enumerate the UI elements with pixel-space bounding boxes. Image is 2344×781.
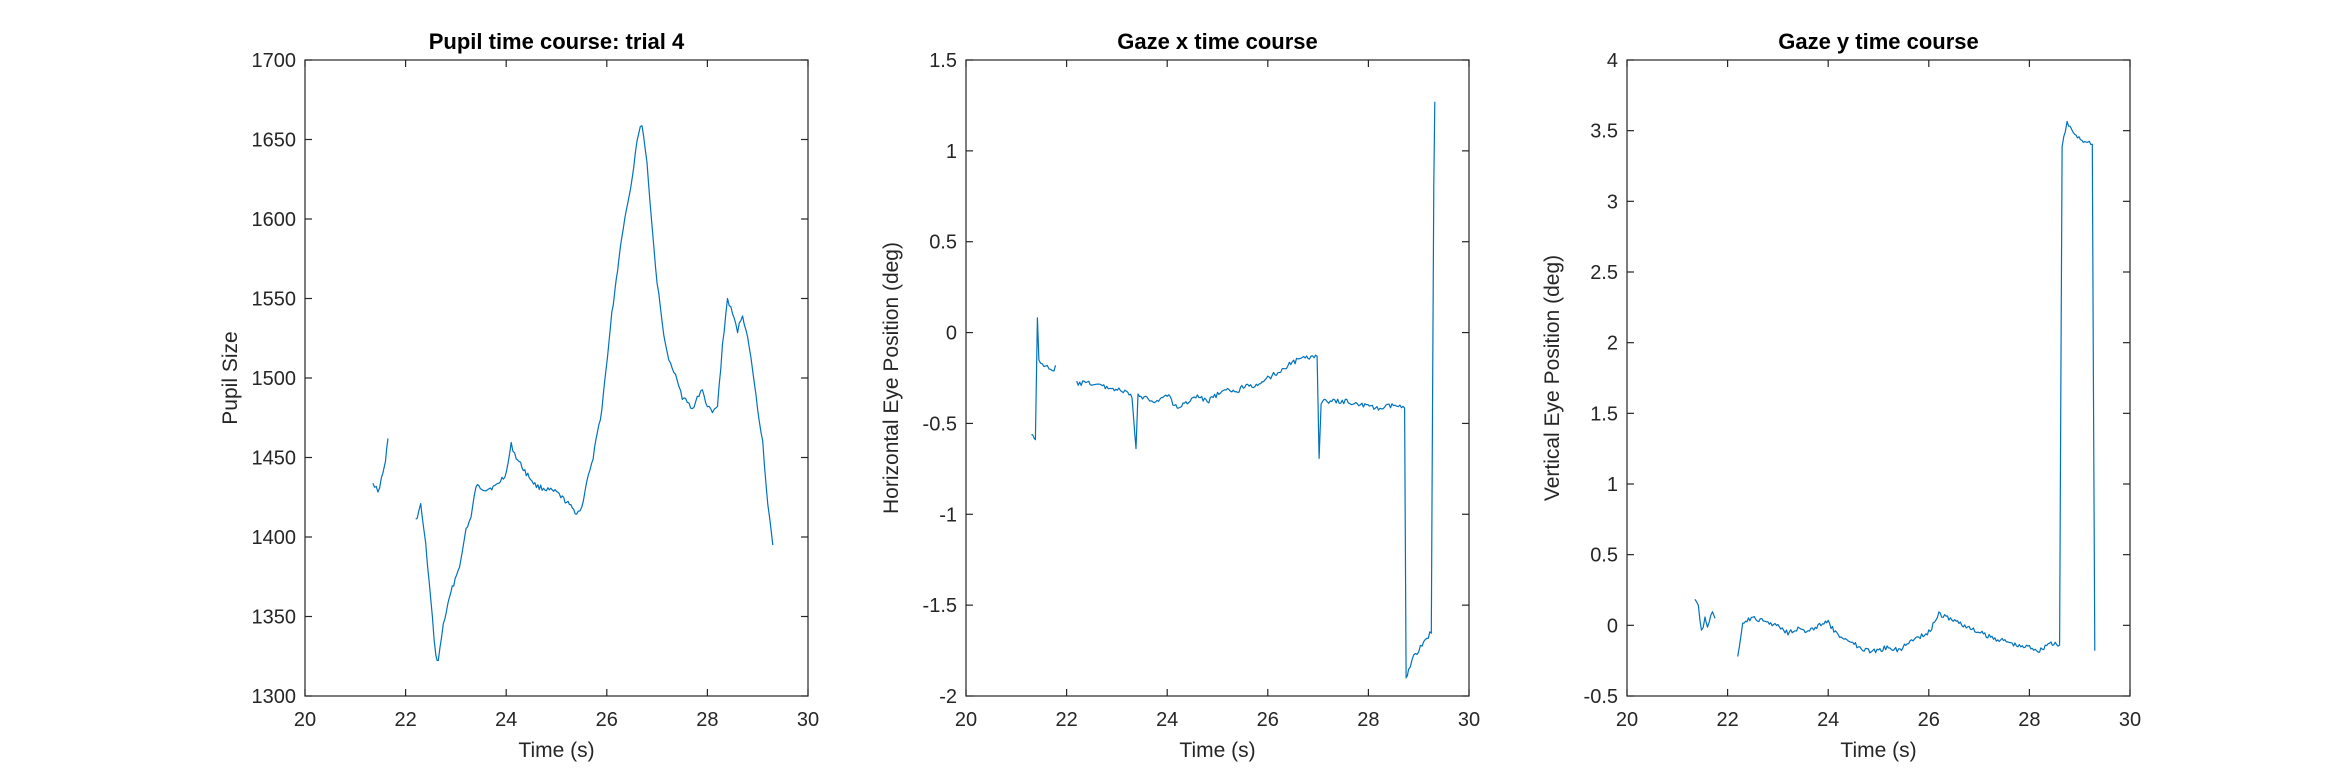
gaze-y-x-axis-label: Time (s): [1840, 739, 1916, 762]
gaze-x-x-tick-label: 30: [1458, 709, 1480, 731]
pupil-y-tick-label: 1600: [252, 209, 297, 231]
gaze-x-x-tick-label: 26: [1257, 709, 1279, 731]
pupil-y-tick-label: 1350: [252, 607, 297, 629]
gaze-y-x-tick-label: 28: [2018, 709, 2040, 731]
gaze-x-y-axis-label: Horizontal Eye Position (deg): [880, 242, 903, 514]
gaze-y-y-tick-label: 0: [1607, 615, 1618, 637]
gaze-y-series-line: [1737, 120, 2096, 657]
gaze-x-x-tick-label: 20: [955, 709, 977, 731]
pupil-y-axis-label: Pupil Size: [219, 331, 242, 424]
gaze-y-chart-title: Gaze y time course: [1778, 29, 1979, 54]
pupil-chart-title: Pupil time course: trial 4: [429, 29, 685, 54]
gaze-y-panel: 20 22 24 26 28 30 -0.5 0 0.5 1 1.5 2 2.5 3 3.5 4 Gaze y …: [1541, 29, 2141, 762]
gaze-x-y-tick-label: 0: [946, 323, 957, 345]
pupil-x-tick-label: 24: [495, 709, 517, 731]
gaze-y-y-tick-label: 1.5: [1590, 403, 1618, 425]
pupil-x-tick-label: 28: [696, 709, 718, 731]
gaze-y-axes-box: [1626, 59, 2131, 697]
pupil-axes-box: [304, 59, 809, 697]
gaze-x-x-tick-label: 24: [1156, 709, 1178, 731]
gaze-y-y-tick-label: 3: [1607, 191, 1618, 213]
pupil-x-tick-label: 26: [596, 709, 618, 731]
gaze-x-y-tick-label: -0.5: [923, 413, 957, 435]
pupil-x-axis-label: Time (s): [518, 739, 594, 762]
gaze-y-y-tick-label: 1: [1607, 474, 1618, 496]
gaze-y-x-tick-label: 26: [1918, 709, 1940, 731]
gaze-x-x-axis-label: Time (s): [1179, 739, 1255, 762]
gaze-y-y-tick-label: 2: [1607, 333, 1618, 355]
gaze-x-y-tick-label: -1: [939, 504, 957, 526]
gaze-y-x-tick-label: 24: [1817, 709, 1839, 731]
gaze-x-series-line: [1076, 101, 1436, 679]
pupil-x-tick-label: 20: [294, 709, 316, 731]
gaze-x-chart-title: Gaze x time course: [1117, 29, 1318, 54]
pupil-x-tick-label: 30: [797, 709, 819, 731]
gaze-y-series-line: [1694, 598, 1716, 631]
pupil-series-line: [372, 438, 389, 493]
gaze-y-x-tick-label: 30: [2119, 709, 2141, 731]
gaze-y-y-tick-label: 3.5: [1590, 121, 1618, 143]
pupil-y-tick-label: 1500: [252, 368, 297, 390]
pupil-x-tick-label: 22: [394, 709, 416, 731]
pupil-y-tick-label: 1650: [252, 130, 297, 152]
pupil-y-tick-label: 1550: [252, 289, 297, 311]
gaze-x-y-tick-label: -1.5: [923, 595, 957, 617]
pupil-series-line: [415, 125, 774, 662]
gaze-x-y-tick-label: 1: [946, 141, 957, 163]
gaze-y-y-axis-label: Vertical Eye Position (deg): [1541, 255, 1564, 501]
gaze-x-y-tick-label: -2: [939, 686, 957, 708]
gaze-x-axes-box: [965, 59, 1470, 697]
gaze-y-x-tick-label: 20: [1616, 709, 1638, 731]
gaze-y-x-tick-label: 22: [1716, 709, 1738, 731]
gaze-y-y-tick-label: 0.5: [1590, 545, 1618, 567]
gaze-x-series-line: [1031, 317, 1057, 441]
gaze-x-panel: 20 22 24 26 28 30 -2 -1.5 -1 -0.5 0 0.5 1 1.5 Gaze x t…: [880, 29, 1480, 762]
gaze-y-y-tick-label: 4: [1607, 50, 1618, 72]
gaze-x-y-tick-label: 0.5: [929, 232, 957, 254]
pupil-y-tick-label: 1400: [252, 527, 297, 549]
gaze-y-y-tick-label: -0.5: [1584, 686, 1618, 708]
pupil-y-tick-label: 1450: [252, 448, 297, 470]
pupil-y-tick-label: 1700: [252, 50, 297, 72]
gaze-x-x-tick-label: 22: [1055, 709, 1077, 731]
pupil-y-tick-label: 1300: [252, 686, 297, 708]
gaze-x-x-tick-label: 28: [1357, 709, 1379, 731]
gaze-x-y-tick-label: 1.5: [929, 50, 957, 72]
gaze-y-y-tick-label: 2.5: [1590, 262, 1618, 284]
pupil-size-panel: 20 22 24 26 28 30 1300 1350 1400 1450 1500 1550 1600…: [219, 29, 819, 762]
